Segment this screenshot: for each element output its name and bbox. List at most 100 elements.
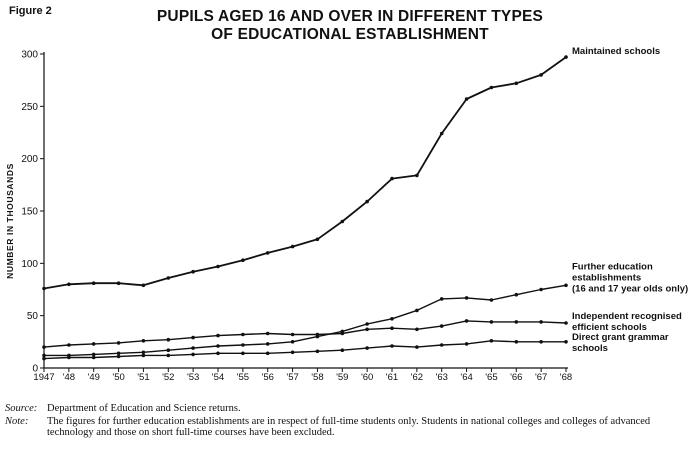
series-1-point-1967: [539, 73, 543, 77]
series-3-point-1950: [116, 341, 121, 345]
x-tick-label-1951: '51: [137, 372, 149, 383]
series-4-point-1966: [514, 340, 519, 344]
series-4-point-1951: [141, 353, 146, 358]
x-tick-label-1956: '56: [262, 372, 274, 383]
series-4-point-1957: [290, 350, 295, 355]
series-line-4: [43, 340, 566, 360]
general-note: Note: The figures for further education …: [5, 416, 693, 439]
series-4-point-1959: [340, 348, 345, 353]
series-4-point-1965: [489, 339, 494, 343]
series-2-point-1957: [290, 340, 295, 344]
y-tick-label-300: 300: [21, 50, 38, 61]
y-tick-label-50: 50: [27, 311, 39, 322]
series-2-point-1952: [166, 348, 171, 353]
y-axis-label: NUMBER IN THOUSANDS: [5, 163, 15, 279]
series-1-point-1953: [191, 269, 195, 274]
series-line-2: [44, 284, 567, 357]
series-2-point-1963: [439, 297, 444, 301]
series-line-3: [43, 320, 567, 348]
x-tick-label-1955: '55: [237, 372, 249, 383]
x-tick-label-1963: '63: [436, 372, 448, 383]
series-label-4-line-1: Direct grant grammar: [572, 332, 669, 343]
x-tick-label-1958: '58: [311, 372, 323, 383]
series-2-point-1947: [42, 353, 46, 358]
general-note-text: The figures for further education establ…: [47, 415, 651, 439]
series-4-point-1960: [365, 346, 369, 350]
series-2-point-1956: [265, 342, 270, 346]
series-line-1: [43, 56, 567, 290]
series-4-point-1963: [439, 343, 444, 347]
series-1-point-1948: [67, 282, 71, 287]
series-3-point-1960: [365, 327, 369, 332]
series-2-point-1961: [390, 317, 394, 321]
chart-title: PUPILS AGED 16 AND OVER IN DIFFERENT TYP…: [150, 8, 550, 44]
series-3-point-1956: [265, 331, 270, 336]
series-2-point-1968: [564, 283, 568, 288]
y-tick-label-250: 250: [21, 102, 38, 113]
series-4-point-1968: [564, 340, 568, 344]
series-1-point-1957: [290, 244, 295, 249]
y-tick-label-200: 200: [21, 154, 38, 165]
series-3-point-1966: [514, 320, 519, 324]
y-tick-label-100: 100: [21, 259, 38, 270]
series-2-point-1960: [365, 322, 369, 326]
series-1-point-1966: [514, 81, 519, 86]
series-4-point-1950: [116, 354, 121, 359]
line-chart: 0 50 100 150 200 250 300 NUMBER IN THOUSANDS 194…: [5, 46, 688, 383]
series-3-point-1957: [290, 332, 295, 337]
source-note-text: Department of Education and Science retu…: [47, 403, 241, 414]
series-1-point-1959: [340, 219, 345, 224]
series-4-point-1953: [191, 352, 195, 357]
series-2-point-1964: [464, 296, 469, 300]
series-1-point-1947: [42, 286, 46, 291]
series-1-point-1960: [365, 199, 369, 204]
x-tick-label-1968: '68: [560, 372, 572, 383]
x-tick-label-1966: '66: [510, 372, 522, 383]
series-4-point-1958: [315, 349, 320, 354]
footnotes: Source: Department of Education and Scie…: [5, 403, 693, 440]
x-tick-label-1947: 1947: [33, 372, 54, 383]
x-tick-label-1952: '52: [162, 372, 174, 383]
series-2-point-1951: [141, 350, 146, 355]
series-3-point-1968: [564, 321, 568, 325]
x-tick-label-1960: '60: [361, 372, 373, 383]
series-2-point-1967: [539, 287, 543, 292]
series-3-point-1949: [91, 342, 96, 346]
general-note-key: Note:: [5, 415, 29, 427]
x-tick-label-1967: '67: [535, 372, 547, 383]
series-1-point-1958: [315, 237, 320, 242]
series-2-point-1962: [415, 308, 419, 313]
series-4-point-1964: [464, 342, 469, 346]
y-tick-label-0: 0: [32, 364, 38, 375]
series-4-point-1955: [241, 351, 245, 356]
series-3-point-1961: [390, 326, 394, 331]
series-3-point-1964: [464, 319, 469, 323]
series-3-point-1962: [415, 327, 419, 332]
series-1-point-1964: [464, 97, 469, 101]
series-4-point-1954: [216, 351, 220, 356]
series-3-point-1951: [141, 339, 146, 343]
series-1-point-1950: [116, 281, 121, 286]
x-tick-label-1954: '54: [212, 372, 224, 383]
series-4-point-1962: [415, 345, 419, 349]
source-note-key: Source:: [5, 403, 38, 414]
chart-title-line-2: OF EDUCATIONAL ESTABLISHMENT: [211, 26, 489, 43]
x-tick-label-1949: '49: [88, 372, 100, 383]
series-1-point-1955: [241, 258, 245, 263]
x-tick-label-1950: '50: [112, 372, 124, 383]
series-1-point-1954: [216, 264, 220, 269]
series-4-point-1956: [265, 351, 270, 356]
series-3-point-1967: [539, 320, 543, 324]
series-2-point-1950: [116, 351, 121, 356]
series-1-point-1951: [141, 283, 146, 288]
series-1-point-1961: [390, 176, 394, 181]
series-1-point-1956: [265, 251, 270, 255]
series-1-point-1962: [415, 173, 419, 178]
series-3-point-1963: [439, 324, 444, 328]
figure-label: Figure 2: [9, 5, 52, 17]
series-label-2-line-2: establishments: [572, 272, 641, 283]
x-tick-label-1948: '48: [63, 372, 75, 383]
series-4-point-1961: [390, 344, 394, 348]
series-1-point-1968: [564, 55, 568, 59]
series-2-point-1966: [514, 292, 519, 297]
